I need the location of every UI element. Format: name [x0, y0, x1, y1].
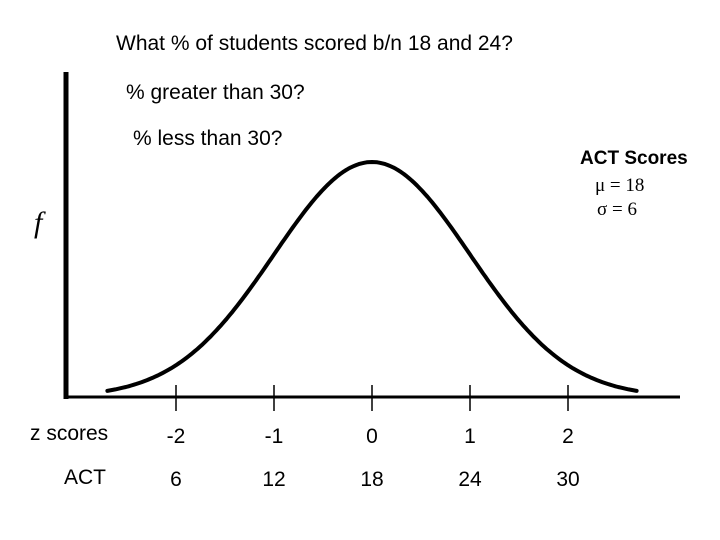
- z-tick-label: 0: [366, 425, 378, 448]
- act-row-label: ACT: [64, 466, 106, 489]
- annotation-mean: μ = 18: [595, 175, 645, 196]
- question-2: % greater than 30?: [126, 81, 305, 104]
- z-tick-label: 2: [562, 425, 574, 448]
- annotation-title: ACT Scores: [580, 148, 688, 169]
- act-tick-label: 6: [170, 468, 182, 491]
- act-tick-label: 18: [360, 468, 383, 491]
- question-3: % less than 30?: [133, 127, 283, 150]
- question-1: What % of students scored b/n 18 and 24?: [116, 32, 513, 55]
- y-axis-label: f: [34, 206, 43, 239]
- act-tick-label: 24: [458, 468, 482, 491]
- act-tick-label: 30: [556, 468, 579, 491]
- z-row-label: z scores: [30, 422, 109, 445]
- act-tick-label: 12: [262, 468, 285, 491]
- z-tick-label: -1: [265, 425, 284, 448]
- annotation-sd: σ = 6: [597, 199, 637, 220]
- normal-curve: [105, 160, 639, 393]
- z-tick-label: 1: [464, 425, 476, 448]
- z-tick-label: -2: [167, 425, 186, 448]
